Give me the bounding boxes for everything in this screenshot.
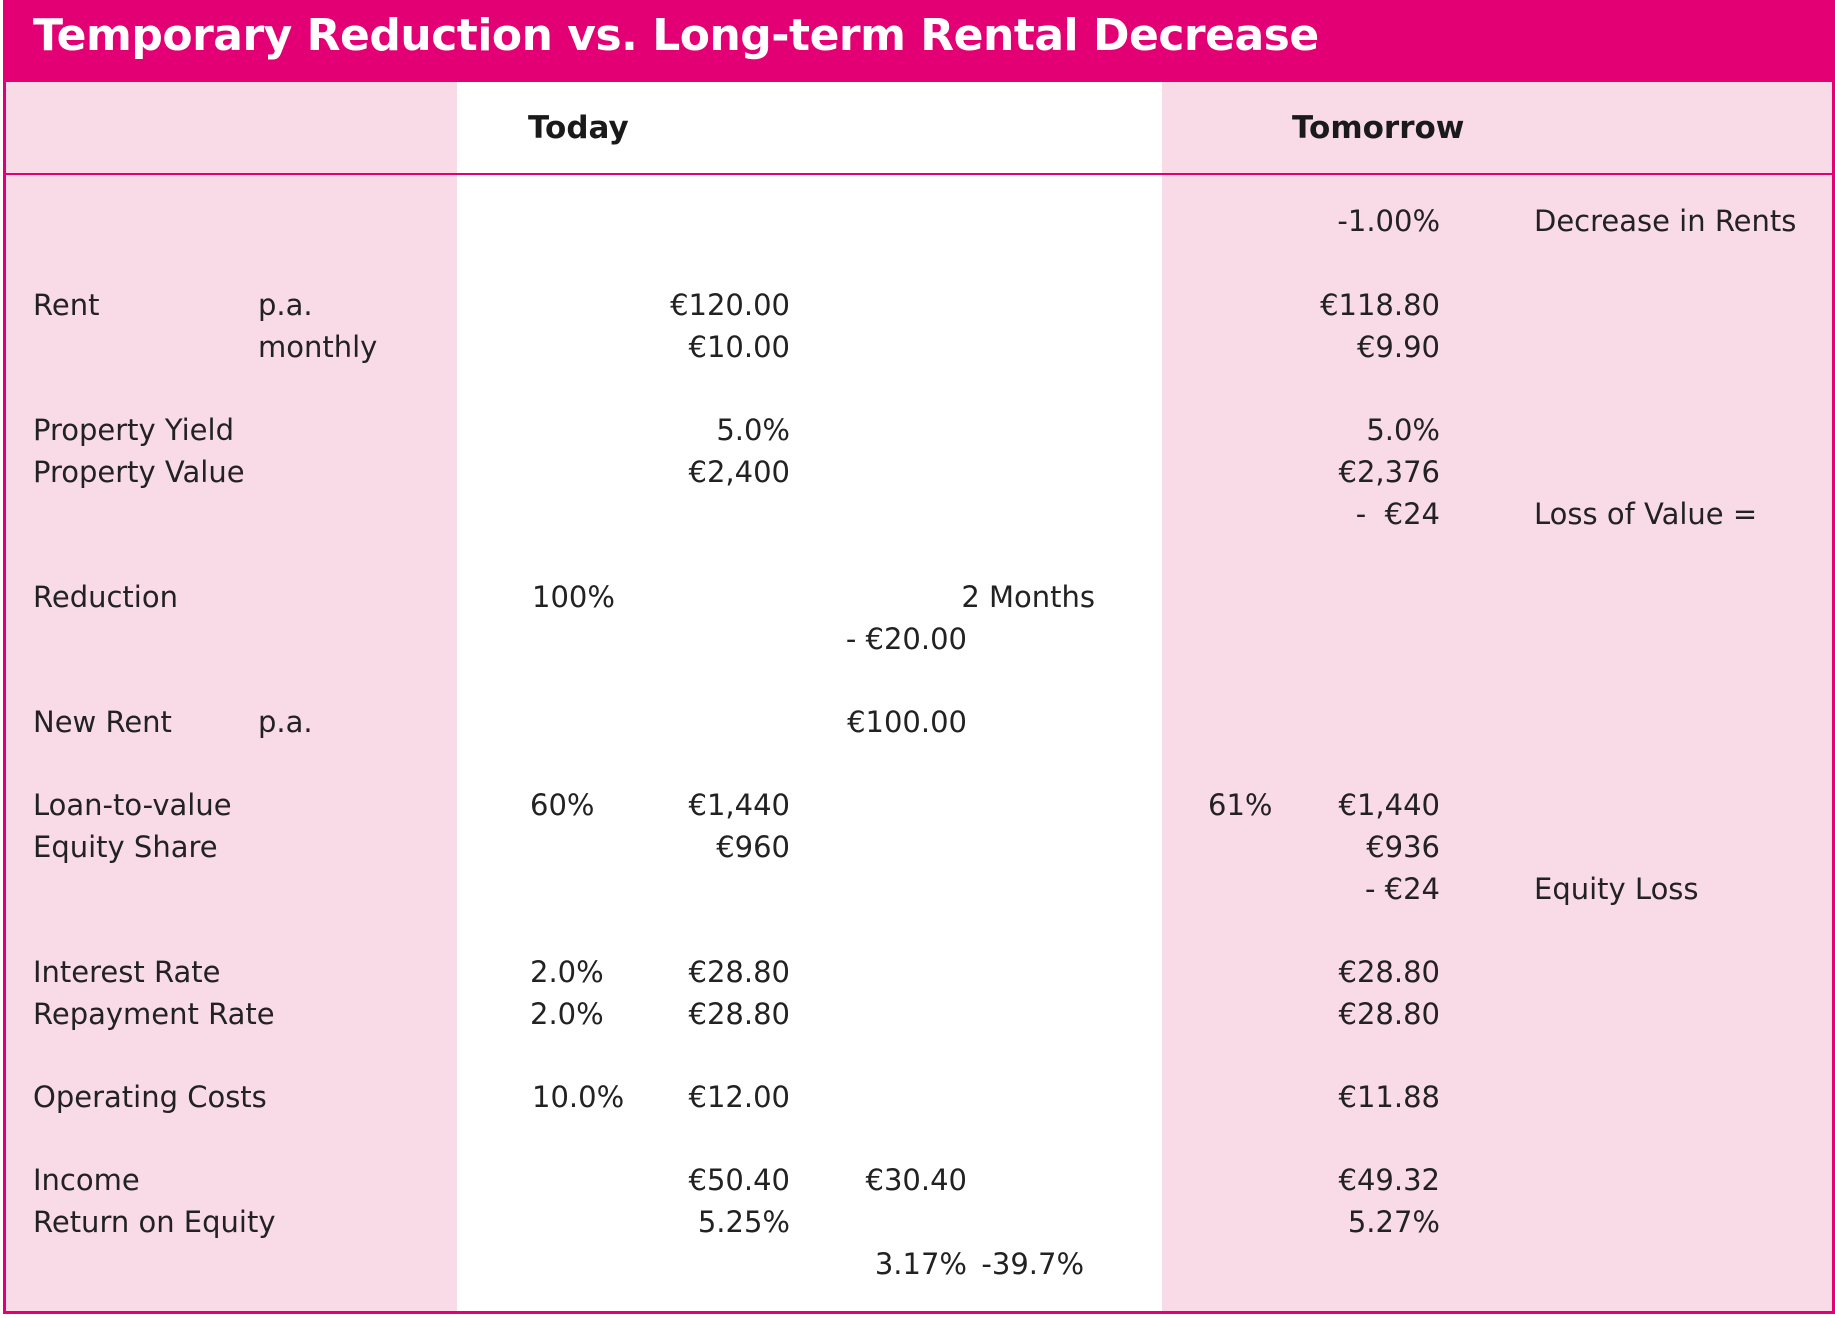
roe-tomorrow: 5.27% bbox=[1347, 1205, 1440, 1239]
repayment-percent: 2.0% bbox=[530, 997, 604, 1031]
interest-percent: 2.0% bbox=[530, 955, 604, 989]
property-value-tomorrow: €2,376 bbox=[1338, 455, 1440, 489]
repayment-label: Repayment Rate bbox=[33, 997, 275, 1031]
today-column-panel bbox=[457, 82, 1162, 1312]
rent-pa-today: €120.00 bbox=[670, 288, 790, 322]
roe-change: -39.7% bbox=[981, 1247, 1084, 1281]
income-today: €50.40 bbox=[688, 1163, 790, 1197]
property-yield-label: Property Yield bbox=[33, 413, 234, 447]
new-rent-value: €100.00 bbox=[847, 705, 967, 739]
repayment-today: €28.80 bbox=[688, 997, 790, 1031]
equity-loss: - €24 bbox=[1364, 872, 1440, 906]
new-rent-pa-label: p.a. bbox=[258, 705, 313, 739]
property-value-label: Property Value bbox=[33, 455, 245, 489]
label-column-panel bbox=[3, 82, 457, 1312]
income-label: Income bbox=[33, 1163, 140, 1197]
tomorrow-column-panel bbox=[1162, 82, 1835, 1312]
column-header-today: Today bbox=[528, 110, 629, 146]
equity-tomorrow: €936 bbox=[1366, 830, 1440, 864]
ltv-label: Loan-to-value bbox=[33, 788, 232, 822]
reduction-label: Reduction bbox=[33, 580, 178, 614]
page-title: Temporary Reduction vs. Long-term Rental… bbox=[33, 10, 1319, 61]
rent-monthly-tomorrow: €9.90 bbox=[1356, 330, 1440, 364]
property-yield-tomorrow: 5.0% bbox=[1366, 413, 1440, 447]
loss-of-value-note: Loss of Value = bbox=[1534, 497, 1758, 531]
roe-label: Return on Equity bbox=[33, 1205, 276, 1239]
rent-pa-tomorrow: €118.80 bbox=[1320, 288, 1440, 322]
decrease-note: Decrease in Rents bbox=[1534, 204, 1797, 238]
repayment-tomorrow: €28.80 bbox=[1338, 997, 1440, 1031]
rent-monthly-today: €10.00 bbox=[688, 330, 790, 364]
ltv-today: €1,440 bbox=[688, 788, 790, 822]
title-bar: Temporary Reduction vs. Long-term Rental… bbox=[3, 0, 1835, 82]
income-tomorrow: €49.32 bbox=[1338, 1163, 1440, 1197]
rent-pa-label: p.a. bbox=[258, 288, 313, 322]
reduction-amount: - €20.00 bbox=[845, 622, 967, 656]
ltv-percent-tomorrow: 61% bbox=[1208, 788, 1273, 822]
decrease-value-tomorrow: -1.00% bbox=[1337, 204, 1440, 238]
interest-tomorrow: €28.80 bbox=[1338, 955, 1440, 989]
new-rent-label: New Rent bbox=[33, 705, 172, 739]
property-yield-today: 5.0% bbox=[716, 413, 790, 447]
interest-label: Interest Rate bbox=[33, 955, 221, 989]
rent-label: Rent bbox=[33, 288, 100, 322]
income-temporary: €30.40 bbox=[865, 1163, 967, 1197]
equity-label: Equity Share bbox=[33, 830, 218, 864]
roe-today: 5.25% bbox=[697, 1205, 790, 1239]
operating-costs-label: Operating Costs bbox=[33, 1080, 267, 1114]
operating-costs-today: €12.00 bbox=[688, 1080, 790, 1114]
rent-monthly-label: monthly bbox=[258, 330, 378, 364]
equity-loss-note: Equity Loss bbox=[1534, 872, 1699, 906]
header-divider bbox=[3, 173, 1835, 175]
column-header-tomorrow: Tomorrow bbox=[1292, 110, 1465, 146]
ltv-percent-today: 60% bbox=[530, 788, 595, 822]
roe-temporary: 3.17% bbox=[874, 1247, 967, 1281]
equity-today: €960 bbox=[716, 830, 790, 864]
operating-costs-percent: 10.0% bbox=[532, 1080, 625, 1114]
reduction-months: 2 Months bbox=[961, 580, 1095, 614]
bottom-divider bbox=[3, 1311, 1835, 1314]
interest-today: €28.80 bbox=[688, 955, 790, 989]
property-value-today: €2,400 bbox=[688, 455, 790, 489]
ltv-tomorrow: €1,440 bbox=[1338, 788, 1440, 822]
property-value-loss: - €24 bbox=[1355, 497, 1440, 531]
operating-costs-tomorrow: €11.88 bbox=[1338, 1080, 1440, 1114]
reduction-percent: 100% bbox=[532, 580, 615, 614]
